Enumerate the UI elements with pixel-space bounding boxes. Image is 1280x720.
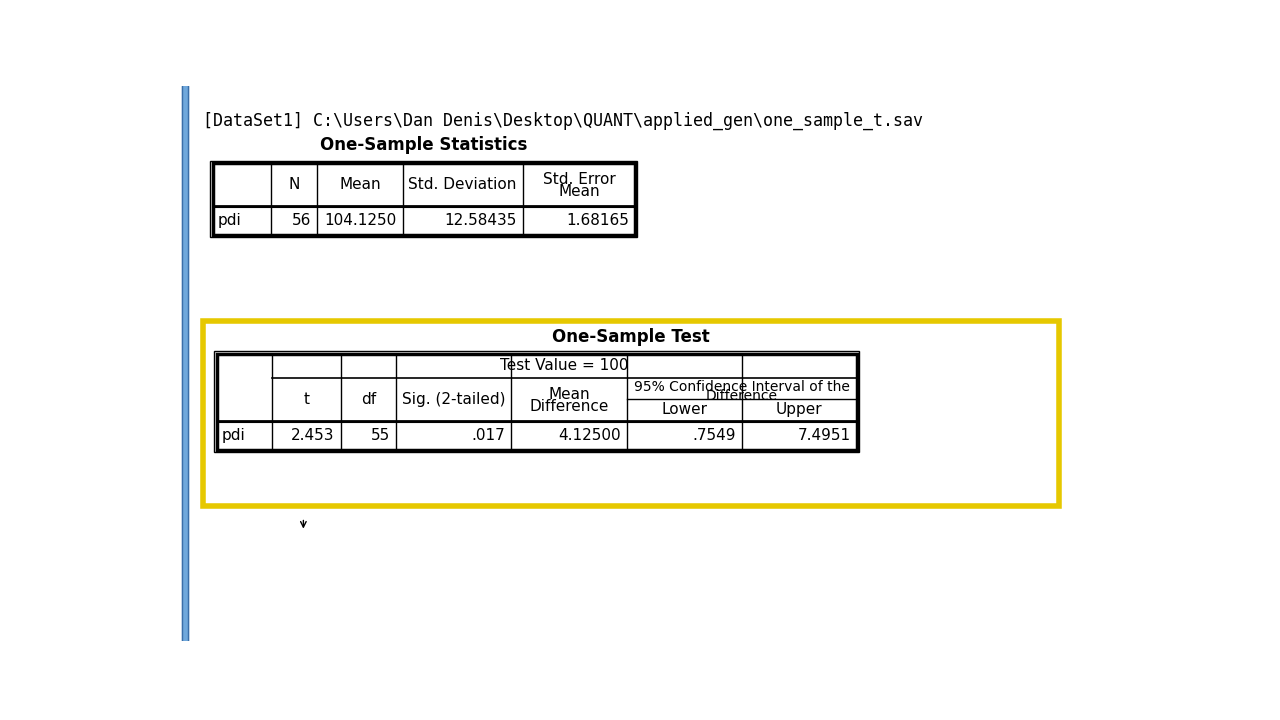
Text: Difference: Difference — [530, 399, 609, 414]
Text: Mean: Mean — [548, 387, 590, 402]
Text: Std. Deviation: Std. Deviation — [408, 177, 517, 192]
Text: t: t — [303, 392, 310, 407]
Bar — [182, 86, 188, 641]
Text: [DataSet1] C:\Users\Dan Denis\Desktop\QUANT\applied_gen\one_sample_t.sav: [DataSet1] C:\Users\Dan Denis\Desktop\QU… — [202, 112, 923, 130]
Text: One-Sample Test: One-Sample Test — [552, 328, 709, 346]
Text: 56: 56 — [292, 213, 311, 228]
Text: .017: .017 — [471, 428, 504, 443]
Bar — [212, 163, 635, 235]
Text: Upper: Upper — [776, 402, 823, 418]
Bar — [216, 354, 856, 450]
Text: Mean: Mean — [339, 177, 380, 192]
Text: pdi: pdi — [218, 213, 241, 228]
Text: .7549: .7549 — [692, 428, 736, 443]
Text: Lower: Lower — [662, 402, 708, 418]
Text: Test Value = 100: Test Value = 100 — [500, 359, 628, 374]
Text: 95% Confidence Interval of the: 95% Confidence Interval of the — [634, 380, 850, 394]
Text: df: df — [361, 392, 376, 407]
Text: N: N — [288, 177, 300, 192]
Text: 55: 55 — [371, 428, 390, 443]
Text: 4.12500: 4.12500 — [558, 428, 621, 443]
Bar — [214, 351, 859, 452]
Text: 1.68165: 1.68165 — [566, 213, 628, 228]
Text: 104.1250: 104.1250 — [324, 213, 397, 228]
Text: 7.4951: 7.4951 — [797, 428, 850, 443]
Text: 2.453: 2.453 — [291, 428, 334, 443]
Bar — [202, 321, 1059, 506]
Bar — [210, 161, 637, 238]
Text: Mean: Mean — [558, 184, 600, 199]
Text: pdi: pdi — [221, 428, 244, 443]
Text: One-Sample Statistics: One-Sample Statistics — [320, 136, 527, 154]
Text: Std. Error: Std. Error — [543, 171, 616, 186]
Text: Sig. (2-tailed): Sig. (2-tailed) — [402, 392, 506, 407]
Text: 12.58435: 12.58435 — [444, 213, 517, 228]
Text: Difference: Difference — [707, 390, 778, 403]
